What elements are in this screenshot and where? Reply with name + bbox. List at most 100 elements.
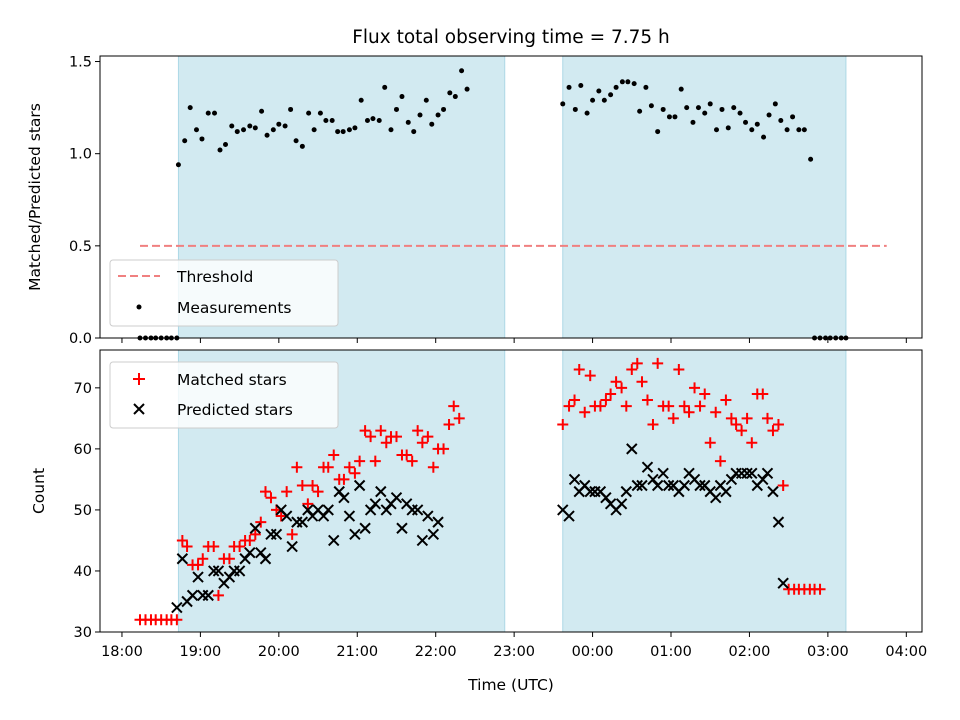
matched-star-point	[678, 400, 690, 412]
measurement-point	[731, 105, 737, 111]
matched-star-point	[569, 394, 581, 406]
matched-star-point	[359, 425, 371, 437]
legend-measurements-label: Measurements	[177, 299, 292, 317]
measurement-point	[299, 143, 305, 149]
matched-star-point	[746, 437, 758, 449]
matched-star-point	[197, 553, 209, 565]
predicted-star-point	[186, 589, 199, 602]
measurement-point	[175, 162, 181, 168]
matched-star-point	[667, 412, 679, 424]
measurement-point	[631, 81, 637, 87]
measurement-point	[205, 110, 211, 116]
measurement-point	[772, 101, 778, 107]
matched-star-point	[338, 473, 350, 485]
measurement-point	[423, 97, 429, 103]
measurement-point	[743, 119, 749, 125]
predicted-star-point	[176, 553, 189, 565]
measurement-point	[714, 127, 719, 133]
matched-star-point	[354, 455, 366, 467]
ratio-x-ticks	[121, 338, 907, 343]
predicted-star-point	[710, 492, 722, 504]
predicted-star-point	[741, 467, 753, 480]
measurement-point	[684, 105, 690, 111]
measurement-point	[619, 79, 625, 85]
measurement-point	[317, 110, 323, 116]
x-tick-label: 20:00	[258, 644, 300, 660]
predicted-star-point	[772, 516, 785, 528]
measurement-point	[808, 156, 814, 162]
predicted-star-point	[422, 510, 434, 522]
predicted-star-point	[411, 504, 424, 516]
matched-star-point	[343, 461, 355, 473]
predicted-star-point	[171, 601, 183, 614]
measurement-point	[578, 82, 584, 88]
measurement-point	[329, 118, 335, 124]
matched-star-point	[610, 376, 622, 388]
matched-star-point	[365, 431, 377, 443]
measurement-point	[596, 88, 602, 94]
predicted-star-point	[657, 467, 669, 480]
matched-star-point	[600, 394, 612, 406]
predicted-star-point	[396, 522, 408, 534]
y-tick-label: 50	[74, 503, 92, 519]
predicted-star-point	[641, 461, 654, 473]
y-tick-label: 30	[74, 625, 92, 641]
matched-star-point	[448, 400, 460, 412]
predicted-star-point	[427, 528, 440, 541]
predicted-star-point	[390, 492, 403, 504]
x-tick-label: 19:00	[179, 644, 221, 660]
matched-star-point	[275, 510, 287, 522]
predicted-star-point	[286, 540, 298, 553]
predicted-star-point	[631, 479, 643, 492]
predicted-star-point	[694, 479, 706, 492]
predicted-star-point	[343, 510, 356, 522]
measurement-point	[335, 129, 341, 135]
matched-star-point	[761, 412, 773, 424]
x-tick-label: 01:00	[650, 644, 692, 660]
measurement-point	[560, 101, 566, 107]
matched-star-point	[725, 412, 737, 424]
predicted-star-point	[353, 479, 366, 492]
predicted-star-point	[620, 485, 633, 498]
measurement-point	[601, 97, 607, 103]
legend-matched-swatch	[133, 373, 145, 385]
predicted-star-point	[212, 565, 225, 577]
measurement-point	[346, 127, 352, 133]
matched-star-point	[647, 418, 659, 430]
measurement-point	[241, 127, 247, 133]
predicted-star-point	[584, 485, 596, 498]
measurement-point	[749, 127, 755, 133]
predicted-star-point	[233, 565, 246, 577]
predicted-star-point	[767, 485, 779, 498]
matched-star-points	[134, 357, 826, 626]
measurement-point	[182, 138, 188, 144]
matched-star-point	[212, 589, 224, 601]
matched-star-point	[208, 541, 220, 553]
matched-star-point	[814, 583, 826, 595]
matched-star-point	[694, 400, 706, 412]
measurement-point	[193, 127, 199, 133]
x-tick-label: 00:00	[572, 644, 614, 660]
matched-star-point	[375, 425, 387, 437]
predicted-star-point	[208, 565, 220, 577]
predicted-star-point	[678, 479, 691, 492]
measurement-point	[282, 123, 288, 129]
measurement-point	[464, 86, 470, 92]
y-tick-label: 1.5	[69, 55, 92, 71]
matched-star-point	[176, 534, 188, 546]
matched-star-point	[438, 443, 450, 455]
predicted-star-point	[328, 534, 340, 547]
matched-star-point	[741, 412, 753, 424]
count-legend-box	[109, 361, 339, 429]
measurement-point	[340, 129, 346, 135]
measurement-point	[264, 132, 270, 138]
x-axis-label: Time (UTC)	[467, 676, 554, 694]
matched-star-point	[573, 364, 585, 376]
matched-star-point	[453, 412, 465, 424]
predicted-star-point	[432, 516, 444, 528]
measurement-point	[306, 110, 312, 116]
measurement-point	[234, 129, 240, 135]
measurement-point	[572, 106, 578, 112]
matched-star-point	[369, 455, 381, 467]
